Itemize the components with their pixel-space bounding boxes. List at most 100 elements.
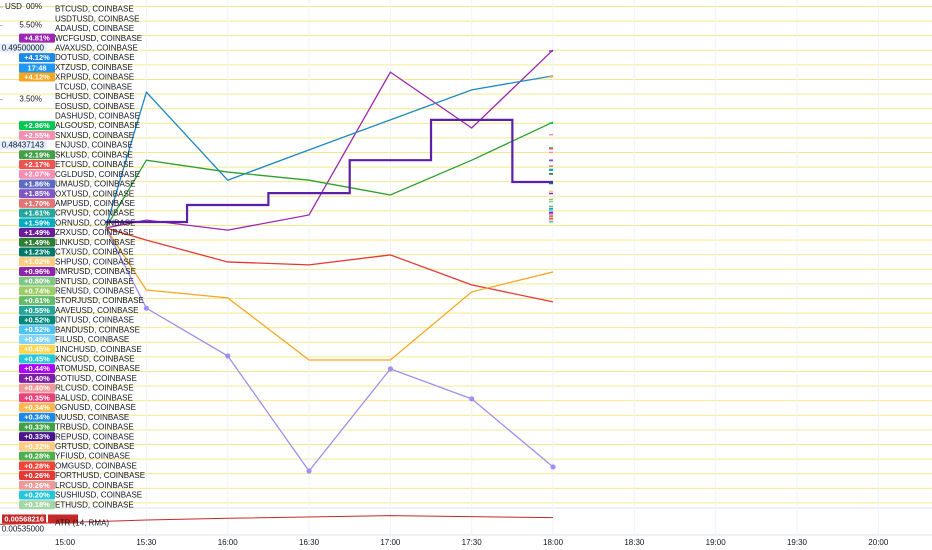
symbol-name: ALGOUSD, COINBASE bbox=[55, 121, 140, 130]
price-label: 0.48437143 bbox=[2, 141, 45, 150]
atr-name-bg bbox=[48, 514, 78, 524]
symbol-name: AAVEUSD, COINBASE bbox=[55, 306, 138, 315]
symbol-name: AVAXUSD, COINBASE bbox=[55, 43, 138, 52]
symbol-name: ORNUSD, COINBASE bbox=[55, 218, 135, 227]
change-badge bbox=[19, 296, 55, 306]
symbol-name: RLCUSD, COINBASE bbox=[55, 384, 134, 393]
symbol-name: STORJUSD, COINBASE bbox=[55, 296, 144, 305]
symbol-name: DOTUSD, COINBASE bbox=[55, 53, 135, 62]
atr-scale: 0.00535000 bbox=[2, 525, 45, 534]
change-label: +0.52% bbox=[24, 325, 50, 334]
symbol-name: RENUSD, COINBASE bbox=[55, 286, 135, 295]
change-label: +0.74% bbox=[24, 286, 50, 295]
change-badge bbox=[19, 169, 55, 179]
countdown-bg bbox=[19, 63, 55, 73]
change-label: +0.49% bbox=[24, 335, 50, 344]
point bbox=[225, 353, 231, 359]
symbol-name: ATOMUSD, COINBASE bbox=[55, 364, 140, 373]
symbol-name: EOSUSD, COINBASE bbox=[55, 102, 135, 111]
symbol-name: OGNUSD, COINBASE bbox=[55, 403, 136, 412]
symbol-name: USDTUSD, COINBASE bbox=[55, 14, 139, 23]
symbol-name: BALUSD, COINBASE bbox=[55, 393, 133, 402]
x-tick-label: 16:30 bbox=[299, 538, 320, 547]
change-label: +4.12% bbox=[24, 73, 50, 82]
change-badge bbox=[19, 315, 55, 325]
change-label: +2.86% bbox=[24, 121, 50, 130]
change-label: +0.18% bbox=[24, 500, 50, 509]
symbol-name: XRPUSD, COINBASE bbox=[55, 73, 134, 82]
change-label: +1.49% bbox=[24, 228, 50, 237]
change-label: +0.52% bbox=[24, 316, 50, 325]
price-label: 0.49500000 bbox=[2, 44, 45, 53]
change-label: +0.34% bbox=[24, 413, 50, 422]
change-label: +1.59% bbox=[24, 218, 50, 227]
symbol-name: BTCUSD, COINBASE bbox=[55, 5, 134, 14]
change-badge bbox=[19, 130, 55, 140]
change-label: +2.19% bbox=[24, 150, 50, 159]
symbol-name: SNXUSD, COINBASE bbox=[55, 131, 134, 140]
symbol-name: COTIUSD, COINBASE bbox=[55, 374, 137, 383]
symbol-name: LINKUSD, COINBASE bbox=[55, 238, 135, 247]
symbol-name: KNCUSD, COINBASE bbox=[55, 355, 135, 364]
change-badge bbox=[19, 490, 55, 500]
symbol-name: UMAUSD, COINBASE bbox=[55, 180, 135, 189]
symbol-name: GRTUSD, COINBASE bbox=[55, 442, 134, 451]
change-label: +0.44% bbox=[24, 364, 50, 373]
change-badge bbox=[19, 305, 55, 315]
x-tick-label: 20:00 bbox=[868, 538, 889, 547]
change-label: +0.34% bbox=[24, 403, 50, 412]
change-badge bbox=[19, 422, 55, 432]
symbol-name: ENJUSD, COINBASE bbox=[55, 141, 133, 150]
change-badge bbox=[19, 198, 55, 208]
symbol-name: BANDUSD, COINBASE bbox=[55, 325, 140, 334]
symbol-name: REPUSD, COINBASE bbox=[55, 432, 134, 441]
drawing-lines bbox=[0, 0, 932, 508]
change-label: +2.07% bbox=[24, 170, 50, 179]
change-badge bbox=[19, 441, 55, 451]
change-badge bbox=[19, 383, 55, 393]
change-label: +1.70% bbox=[24, 199, 50, 208]
change-badge bbox=[19, 480, 55, 490]
change-badge bbox=[19, 354, 55, 364]
symbol-name: SKLUSD, COINBASE bbox=[55, 150, 133, 159]
change-label: +0.45% bbox=[24, 345, 50, 354]
change-badge bbox=[19, 189, 55, 199]
x-tick-label: 15:00 bbox=[55, 538, 76, 547]
x-tick-label: 16:00 bbox=[218, 538, 239, 547]
change-badge bbox=[19, 160, 55, 170]
change-badge bbox=[19, 334, 55, 344]
change-badge bbox=[19, 208, 55, 218]
change-label: +0.32% bbox=[24, 442, 50, 451]
symbol-name: NUUSD, COINBASE bbox=[55, 413, 129, 422]
change-badge bbox=[19, 325, 55, 335]
symbol-name: FILUSD, COINBASE bbox=[55, 335, 129, 344]
x-tick-label: 17:00 bbox=[380, 538, 401, 547]
y-tick-label: 3.50% bbox=[19, 95, 42, 104]
change-badge bbox=[19, 461, 55, 471]
point bbox=[143, 305, 149, 311]
change-label: +0.55% bbox=[24, 306, 50, 315]
change-label: +1.02% bbox=[24, 257, 50, 266]
change-label: +0.80% bbox=[24, 277, 50, 286]
change-badge bbox=[19, 432, 55, 442]
symbol-name: 1INCHUSD, COINBASE bbox=[55, 345, 142, 354]
change-label: +1.61% bbox=[24, 209, 50, 218]
symbol-name: OXTUSD, COINBASE bbox=[55, 189, 134, 198]
symbol-name: LTCUSD, COINBASE bbox=[55, 82, 132, 91]
symbol-name: OMGUSD, COINBASE bbox=[55, 461, 137, 470]
x-tick-label: 19:00 bbox=[706, 538, 727, 547]
symbol-name: CGLDUSD, COINBASE bbox=[55, 170, 140, 179]
change-label: +0.26% bbox=[24, 471, 50, 480]
series-line bbox=[105, 121, 554, 229]
change-badge bbox=[19, 218, 55, 228]
change-badge bbox=[19, 179, 55, 189]
change-label: +2.17% bbox=[24, 160, 50, 169]
atr-value: 0.00568216 bbox=[4, 514, 44, 523]
change-label: +0.33% bbox=[24, 432, 50, 441]
change-badge bbox=[19, 121, 55, 131]
symbol-name: DASHUSD, COINBASE bbox=[55, 112, 140, 121]
x-tick-label: 18:30 bbox=[624, 538, 645, 547]
change-badge bbox=[19, 373, 55, 383]
change-label: +0.61% bbox=[24, 296, 50, 305]
